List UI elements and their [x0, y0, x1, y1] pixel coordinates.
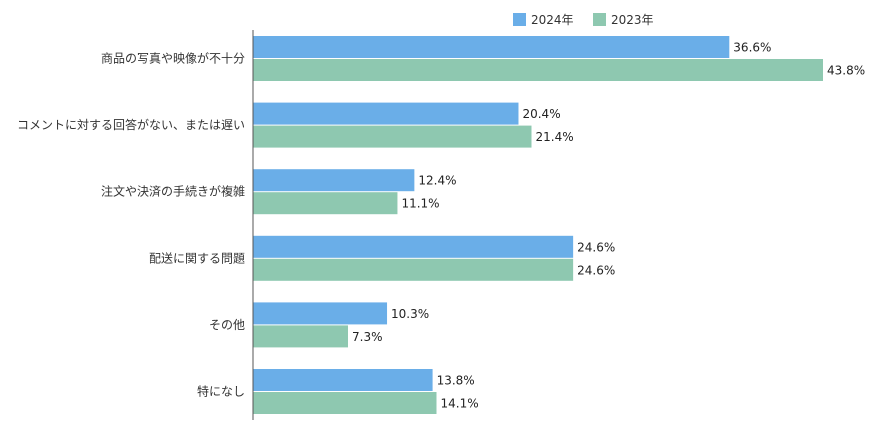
category-labels: 商品の写真や映像が不十分コメントに対する回答がない、または遅い注文や決済の手続き… [17, 51, 245, 399]
value-label: 43.8% [827, 64, 865, 78]
bar-2024 [253, 302, 388, 325]
value-label: 24.6% [577, 263, 615, 277]
bar-2023 [253, 125, 532, 148]
category-label: 注文や決済の手続きが複雑 [101, 184, 245, 199]
legend-swatch-0 [513, 13, 526, 26]
value-label: 13.8% [437, 374, 475, 388]
bar-2024 [253, 169, 415, 192]
value-label: 20.4% [522, 107, 560, 121]
legend: 2024年 2023年 [513, 13, 654, 27]
bar-2023 [253, 59, 823, 81]
value-label: 7.3% [352, 330, 383, 344]
bar-2023 [253, 325, 348, 348]
bar-2023 [253, 192, 398, 215]
bar-2024 [253, 36, 730, 58]
bar-2023 [253, 258, 574, 281]
category-label: コメントに対する回答がない、または遅い [17, 117, 245, 132]
value-label: 11.1% [401, 197, 439, 211]
category-label: 配送に関する問題 [149, 250, 245, 265]
value-label: 24.6% [577, 240, 615, 254]
value-label: 12.4% [418, 174, 456, 188]
legend-label-0: 2024年 [531, 13, 574, 27]
value-label: 10.3% [391, 307, 429, 321]
legend-swatch-1 [593, 13, 606, 26]
bar-2024 [253, 369, 433, 391]
category-label: 特になし [197, 384, 245, 399]
category-label: 商品の写真や映像が不十分 [101, 51, 245, 66]
bars [253, 36, 823, 414]
value-label: 36.6% [733, 41, 771, 55]
value-label: 21.4% [535, 130, 573, 144]
bar-2023 [253, 392, 437, 414]
legend-label-1: 2023年 [611, 13, 654, 27]
value-label: 14.1% [440, 397, 478, 411]
bar-2024 [253, 102, 519, 125]
category-label: その他 [209, 318, 245, 332]
value-labels: 36.6% 43.8% 20.4% 21.4% 12.4% 11.1% 24.6% 24.6%… [352, 41, 865, 411]
bar-2024 [253, 235, 574, 258]
